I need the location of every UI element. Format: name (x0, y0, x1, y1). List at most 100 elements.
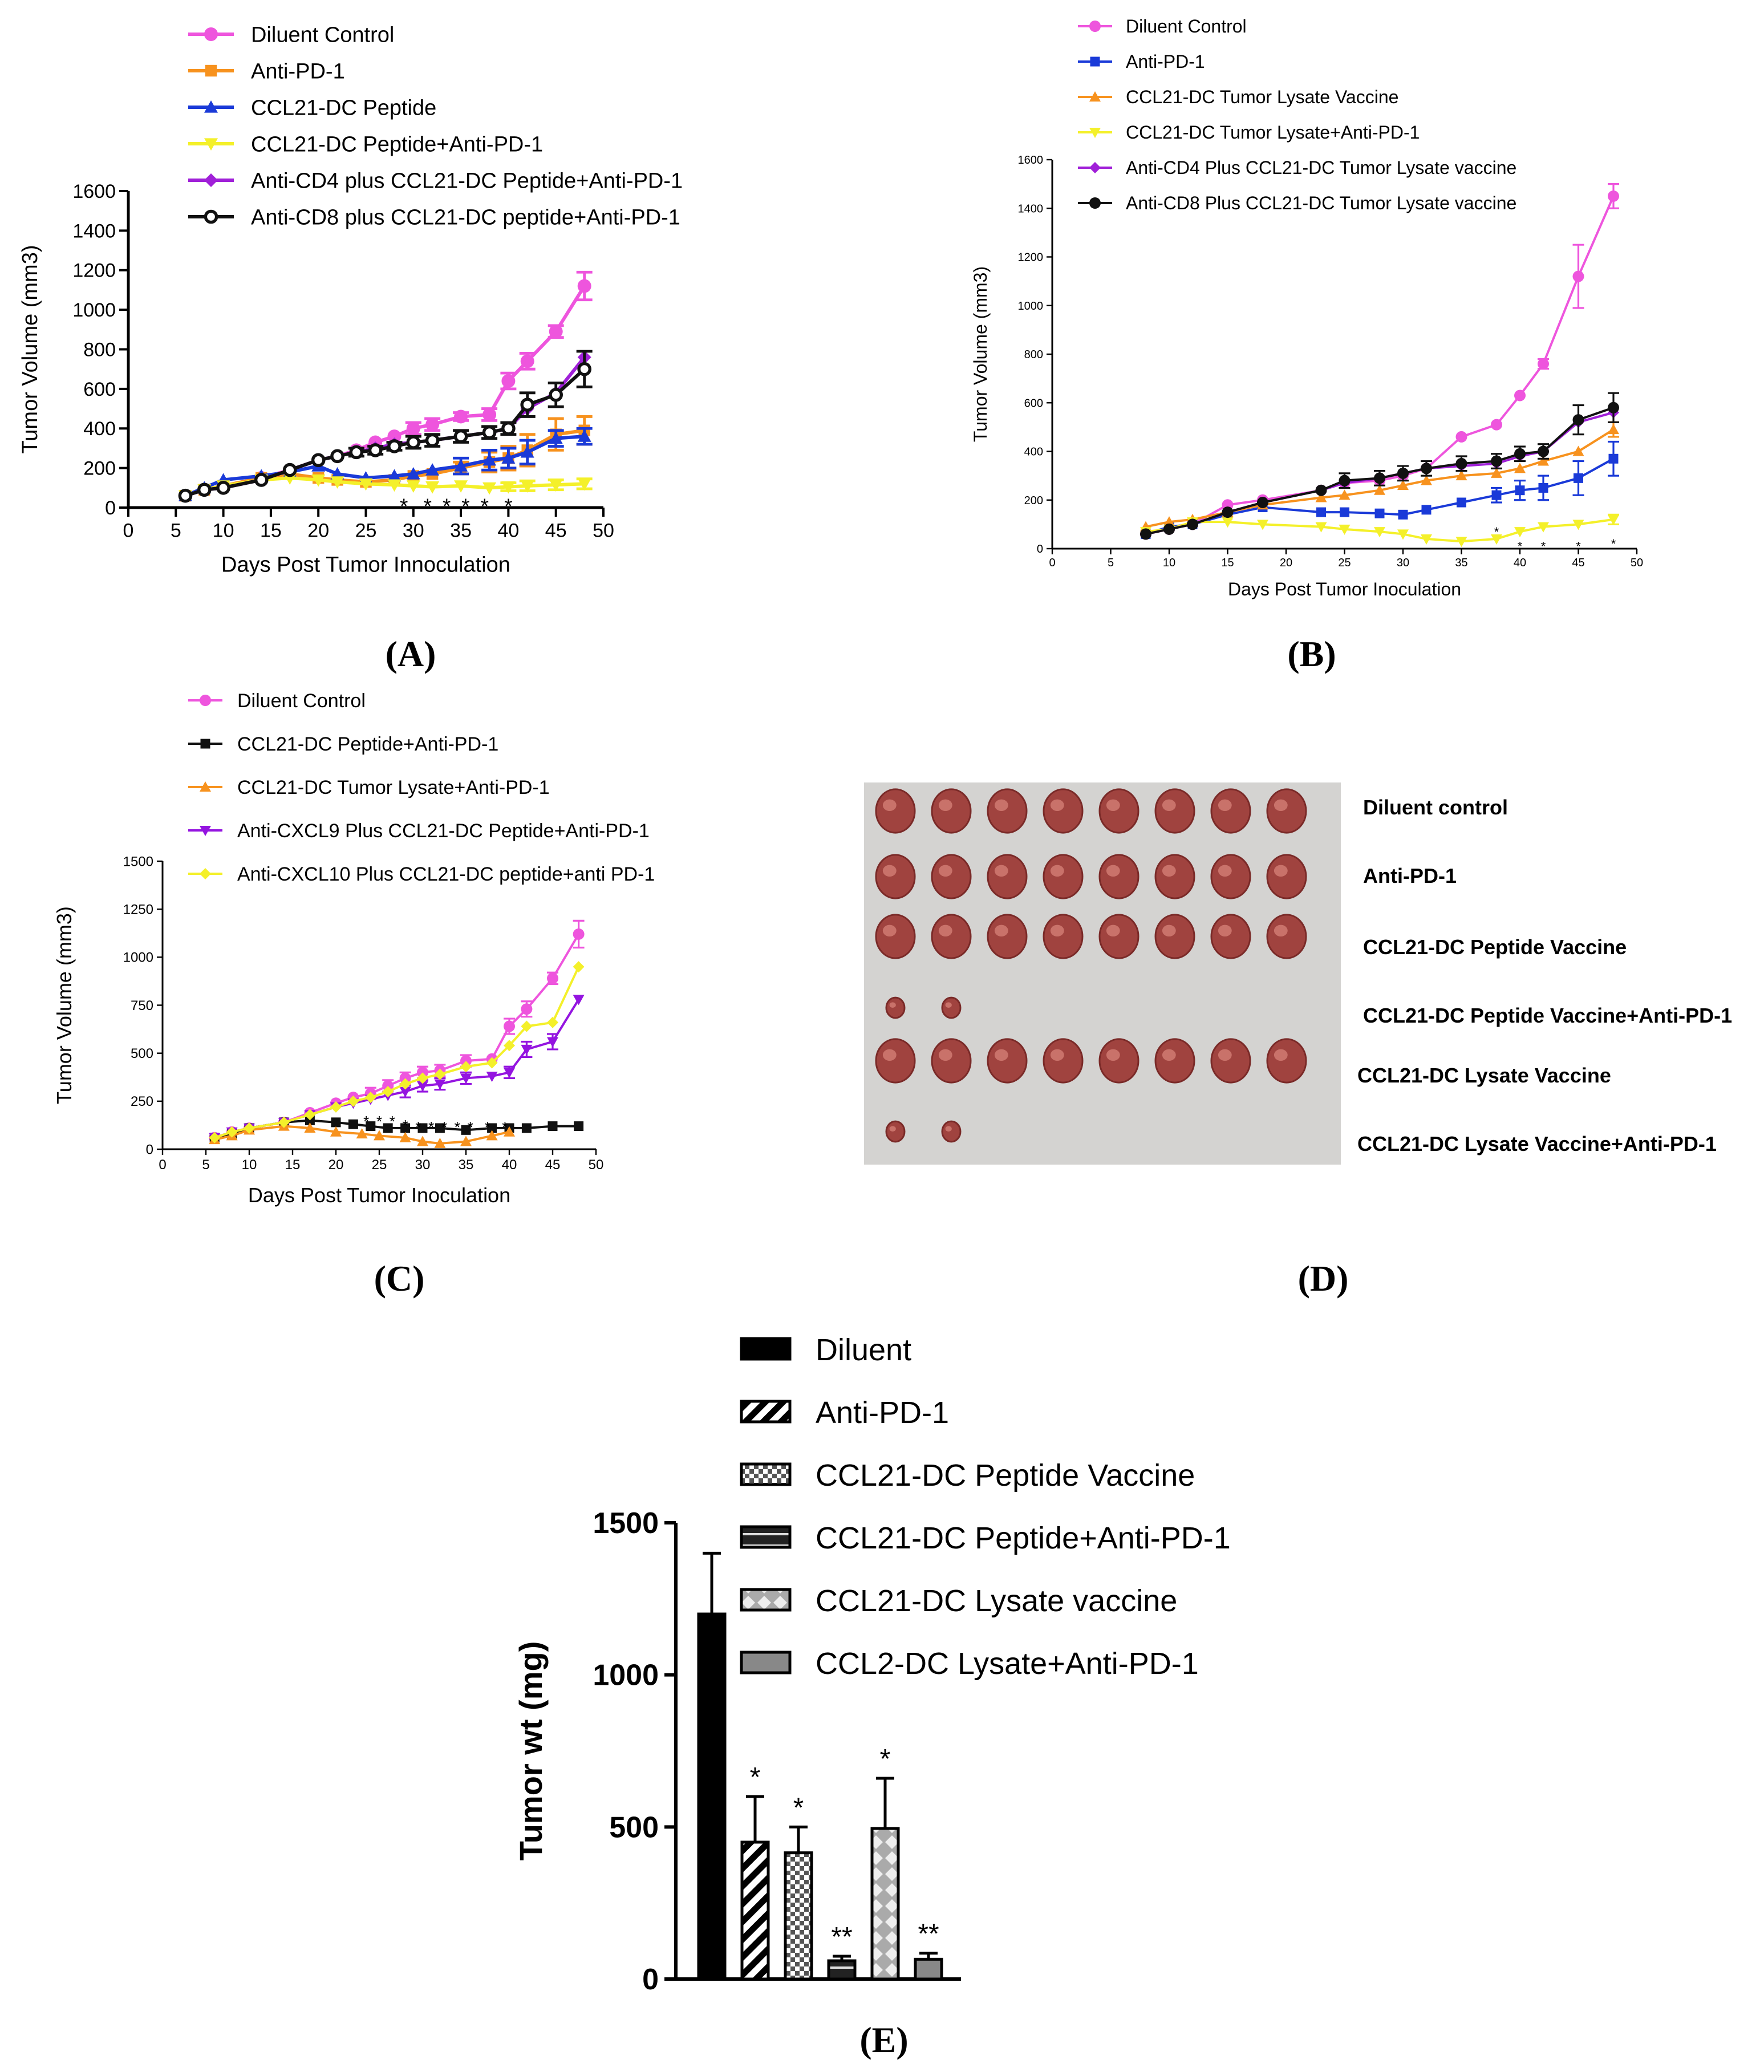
data-point (504, 1126, 515, 1137)
x-tick-label: 10 (242, 1157, 257, 1173)
data-point (574, 1121, 584, 1132)
significance-star: * (424, 494, 432, 518)
data-point (1397, 467, 1409, 479)
data-point (400, 1123, 411, 1133)
x-tick-label: 25 (1338, 557, 1351, 569)
data-point (364, 1092, 376, 1104)
legend-marker (204, 27, 218, 41)
tumor-highlight (994, 799, 1008, 811)
tumor-highlight (1274, 925, 1288, 936)
legend-entry: CCL21-DC Peptide+Anti-PD-1 (251, 132, 543, 156)
legend-entry: Anti-CD4 Plus CCL21-DC Tumor Lysate vacc… (1126, 157, 1516, 178)
legend-entry: Anti-PD-1 (1126, 51, 1205, 72)
panel-label-d: (D) (1297, 1258, 1349, 1299)
data-point (382, 1080, 394, 1092)
x-tick-label: 35 (459, 1157, 474, 1173)
legend-marker (1089, 91, 1101, 102)
data-point (434, 1137, 446, 1148)
legend-entry: Anti-PD-1 (251, 59, 345, 83)
data-point (577, 429, 591, 442)
significance-star: * (443, 494, 451, 518)
series-line (1145, 406, 1614, 536)
data-point (1374, 484, 1385, 495)
data-point (209, 1132, 221, 1144)
tumor-sample (987, 788, 1028, 834)
data-point (425, 463, 440, 476)
series-2 (179, 415, 593, 502)
tumor-highlight (938, 799, 952, 811)
tumor-sample (885, 996, 906, 1019)
data-point (454, 409, 468, 424)
x-axis-label: Days Post Tumor Inoculation (1228, 579, 1461, 599)
x-tick-label: 10 (1163, 557, 1175, 569)
significance-star: * (400, 494, 408, 518)
y-tick-label: 1600 (1018, 154, 1044, 167)
data-point (330, 449, 344, 464)
y-tick-label: 1000 (1018, 300, 1044, 313)
legend-marker (204, 138, 218, 151)
legend-marker (1090, 56, 1100, 67)
data-point (1491, 490, 1502, 500)
data-point (425, 417, 440, 432)
significance-star: * (1494, 525, 1499, 539)
data-point (1398, 509, 1408, 520)
data-point (486, 1057, 498, 1069)
x-tick-label: 10 (213, 520, 234, 542)
data-point (399, 1132, 411, 1142)
legend-entry: CCL21-DC Peptide+Anti-PD-1 (816, 1521, 1231, 1555)
legend-entry: CCL21-DC Lysate vaccine (816, 1584, 1177, 1618)
tumor-highlight (1050, 865, 1064, 877)
significance-star: ** (831, 1922, 852, 1952)
tumor-photo (864, 782, 1341, 1165)
data-point (1374, 527, 1385, 538)
tumor-highlight (1274, 799, 1288, 811)
y-axis-label: Tumor wt (mg) (513, 1641, 549, 1861)
data-point (501, 481, 516, 494)
x-tick-label: 30 (1397, 557, 1409, 569)
legend-marker (204, 173, 218, 187)
y-tick-label: 800 (83, 339, 116, 360)
data-point (1339, 475, 1351, 486)
data-point (1608, 514, 1619, 525)
data-point (1257, 497, 1268, 509)
y-tick-label: 600 (1024, 397, 1043, 409)
legend-swatch (740, 1525, 792, 1549)
data-point (549, 431, 563, 444)
tumor-highlight (994, 925, 1008, 936)
y-tick-label: 800 (1024, 348, 1043, 361)
tumor-highlight (882, 925, 897, 936)
tumor-sample (931, 788, 972, 834)
data-point (1222, 517, 1234, 528)
tumor-highlight (889, 1002, 896, 1008)
significance-star: * (428, 1119, 434, 1136)
data-point (1572, 520, 1584, 530)
data-point (1572, 414, 1584, 426)
legend-entry: CCL21-DC Peptide (251, 96, 436, 120)
data-point (305, 1116, 315, 1125)
tumor-highlight (1106, 799, 1120, 811)
data-point (387, 429, 402, 444)
significance-star: * (502, 1119, 508, 1136)
data-point (453, 429, 468, 444)
x-tick-label: 45 (1572, 557, 1584, 569)
data-point (577, 279, 591, 293)
x-axis-label: Days Post Tumor Innoculation (221, 553, 510, 577)
data-point (501, 374, 516, 388)
data-point (417, 1123, 428, 1133)
legend-entry: Diluent Control (237, 690, 366, 712)
series-1 (209, 919, 585, 1144)
y-tick-label: 1500 (593, 1507, 659, 1540)
data-point (417, 1081, 428, 1092)
series-line (1145, 518, 1614, 543)
tumor-sample (1043, 914, 1084, 959)
tumor-highlight (1274, 1049, 1288, 1061)
x-tick-label: 35 (450, 520, 472, 542)
tumor-highlight (1218, 799, 1232, 811)
series-6 (1140, 392, 1619, 540)
data-point (434, 1068, 446, 1080)
significance-star: * (1541, 539, 1546, 553)
data-point (1572, 445, 1584, 456)
y-tick-label: 0 (105, 497, 116, 519)
y-tick-label: 600 (83, 379, 116, 400)
legend-swatch (740, 1588, 792, 1612)
